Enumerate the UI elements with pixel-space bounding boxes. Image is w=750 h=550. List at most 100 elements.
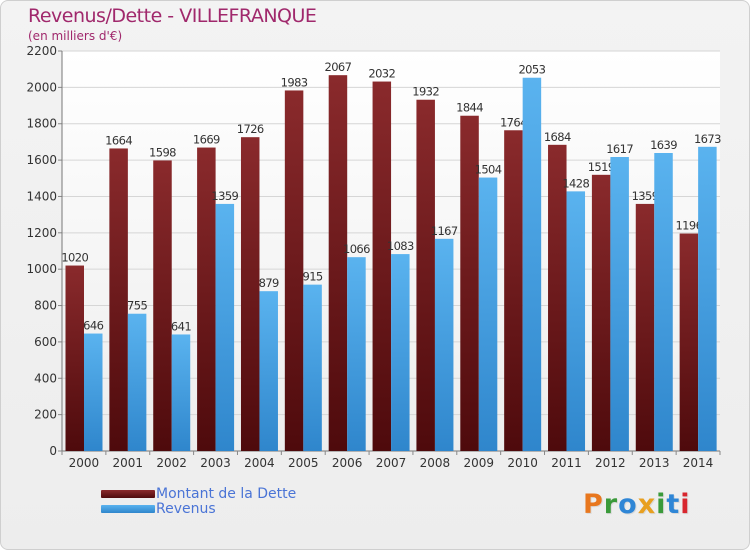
x-tick-label: 2007	[376, 456, 407, 470]
data-label: 915	[303, 270, 323, 284]
legend-label: Revenus	[156, 501, 216, 517]
bar-dette	[372, 81, 392, 451]
bar-revenus	[347, 257, 366, 451]
bar-revenus	[259, 291, 278, 451]
data-label: 1664	[105, 133, 132, 147]
bar-dette	[416, 99, 435, 452]
data-label: 1673	[694, 132, 721, 146]
data-label: 1020	[61, 251, 88, 265]
chart-title: Revenus/Dette - VILLEFRANQUE	[28, 5, 317, 27]
y-tick-label: 1000	[26, 262, 57, 276]
data-label: 1359	[632, 189, 659, 203]
bar-revenus	[522, 77, 542, 452]
bar-revenus	[215, 203, 235, 451]
bar-dette	[109, 148, 128, 452]
x-tick-label: 2003	[200, 456, 231, 470]
data-label: 1196	[675, 219, 702, 233]
logo-letter: P	[583, 489, 604, 520]
bar-revenus	[84, 333, 103, 451]
x-tick-label: 2012	[595, 456, 626, 470]
y-tick-label: 1600	[26, 153, 57, 167]
y-tick-label: 200	[34, 408, 57, 422]
data-label: 1764	[500, 115, 527, 129]
data-label: 1066	[343, 242, 370, 256]
data-label: 1684	[544, 130, 571, 144]
data-label: 1844	[456, 101, 483, 115]
y-tick-label: 0	[49, 444, 57, 458]
bar-dette	[153, 160, 172, 452]
y-tick-label: 1800	[26, 117, 57, 131]
y-tick-label: 400	[34, 371, 57, 385]
bar-dette	[635, 203, 655, 451]
legend-label: Montant de la Dette	[156, 486, 297, 502]
bar-dette	[197, 147, 216, 451]
bar-dette	[284, 90, 304, 452]
x-tick-label: 2006	[332, 456, 363, 470]
bar-dette	[504, 130, 523, 452]
bar-revenus	[303, 284, 322, 451]
x-tick-label: 2005	[288, 456, 319, 470]
data-label: 1726	[237, 122, 264, 136]
data-label: 1083	[387, 239, 414, 253]
bar-dette	[679, 233, 699, 451]
logo-letter: t	[666, 489, 681, 520]
data-label: 2032	[368, 67, 395, 81]
x-tick-label: 2010	[507, 456, 538, 470]
data-label: 1428	[562, 176, 589, 190]
y-tick-label: 2000	[26, 80, 57, 94]
bar-revenus	[434, 238, 454, 451]
logo-letter: r	[603, 489, 619, 520]
bar-dette	[591, 174, 611, 451]
bar-dette	[460, 115, 479, 452]
data-label: 1983	[281, 75, 308, 89]
logo-letter: i	[656, 489, 667, 520]
data-label: 1519	[588, 160, 615, 174]
x-tick-label: 2004	[244, 456, 275, 470]
legend-swatch	[101, 490, 155, 498]
bar-dette	[328, 75, 348, 451]
data-label: 1669	[193, 133, 220, 147]
bar-revenus	[478, 177, 498, 451]
data-label: 1359	[211, 189, 238, 203]
x-tick-label: 2009	[463, 456, 494, 470]
bar-revenus	[171, 334, 191, 451]
y-tick-label: 1200	[26, 226, 57, 240]
proxiti-logo: Proxiti	[583, 489, 691, 520]
x-tick-label: 2011	[551, 456, 582, 470]
y-tick-label: 600	[34, 335, 57, 349]
bar-revenus	[654, 153, 673, 451]
x-tick-label: 2013	[639, 456, 670, 470]
data-label: 1598	[149, 145, 176, 159]
bar-revenus	[698, 146, 717, 451]
data-label: 641	[171, 319, 191, 333]
y-tick-label: 1400	[26, 189, 57, 203]
logo-letter: o	[618, 489, 638, 520]
x-tick-label: 2008	[420, 456, 451, 470]
y-tick-label: 800	[34, 299, 57, 313]
x-tick-label: 2014	[683, 456, 714, 470]
data-label: 2067	[325, 60, 352, 74]
data-label: 755	[127, 299, 147, 313]
legend-swatch	[101, 505, 155, 513]
bar-dette	[548, 144, 567, 451]
bar-revenus	[391, 254, 410, 451]
y-tick-label: 2200	[26, 44, 57, 58]
x-tick-label: 2001	[113, 456, 144, 470]
logo-letter: i	[680, 489, 691, 520]
data-label: 879	[259, 276, 279, 290]
data-label: 1617	[606, 142, 633, 156]
data-label: 1504	[475, 163, 502, 177]
bar-revenus	[610, 157, 629, 451]
bar-revenus	[566, 191, 586, 451]
chart-subtitle: (en milliers d'€)	[28, 29, 123, 43]
bar-dette	[240, 137, 260, 451]
bar-dette	[65, 265, 84, 451]
x-tick-label: 2000	[69, 456, 100, 470]
data-label: 1932	[412, 85, 439, 99]
logo-letter: x	[637, 489, 657, 520]
data-label: 1639	[650, 138, 677, 152]
data-label: 646	[83, 319, 103, 333]
data-label: 1167	[431, 224, 458, 238]
